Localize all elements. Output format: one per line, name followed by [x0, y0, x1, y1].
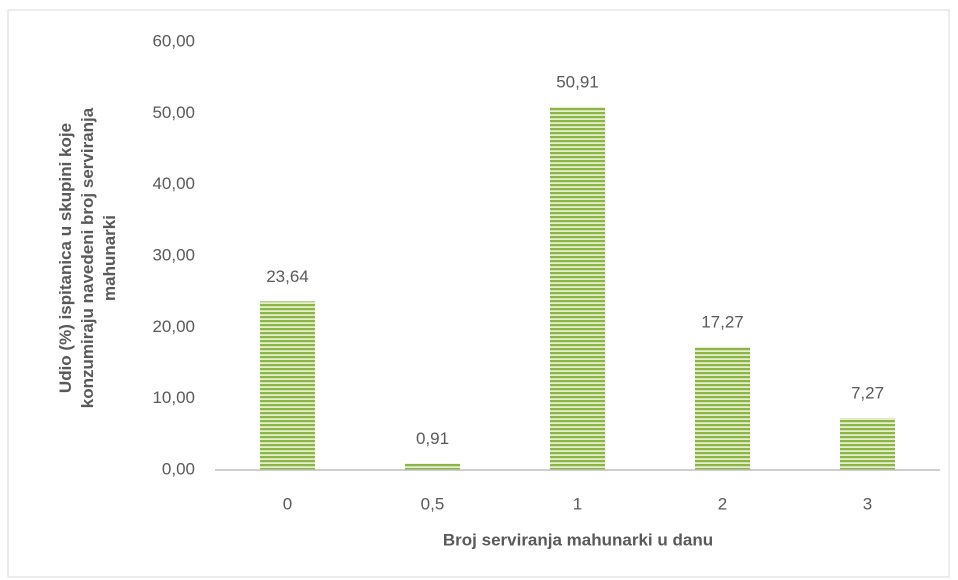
data-label: 23,64: [266, 267, 309, 286]
x-tick-label: 1: [573, 494, 582, 513]
data-label: 50,91: [556, 72, 599, 91]
y-tick-label: 10,00: [152, 388, 195, 407]
x-tick-label: 3: [863, 494, 872, 513]
bar: [550, 106, 605, 470]
x-tick-label: 2: [718, 494, 727, 513]
bar: [695, 346, 750, 470]
x-axis-title: Broj serviranja mahunarki u danu: [443, 530, 713, 549]
data-label: 7,27: [851, 384, 884, 403]
y-tick-label: 20,00: [152, 317, 195, 336]
bar: [405, 463, 460, 470]
x-tick-label: 0: [283, 494, 292, 513]
y-tick-label: 0,00: [162, 459, 195, 478]
y-tick-label: 30,00: [152, 245, 195, 264]
chart-border: [7, 9, 950, 578]
bar: [840, 418, 895, 470]
data-label: 17,27: [701, 312, 744, 331]
y-tick-label: 60,00: [152, 31, 195, 50]
y-axis-title: Udio (%) ispitanica u skupini koje konzu…: [56, 107, 119, 409]
data-label: 0,91: [416, 429, 449, 448]
y-tick-label: 50,00: [152, 103, 195, 122]
y-tick-label: 40,00: [152, 174, 195, 193]
bar: [260, 301, 315, 470]
x-tick-label: 0,5: [421, 494, 445, 513]
